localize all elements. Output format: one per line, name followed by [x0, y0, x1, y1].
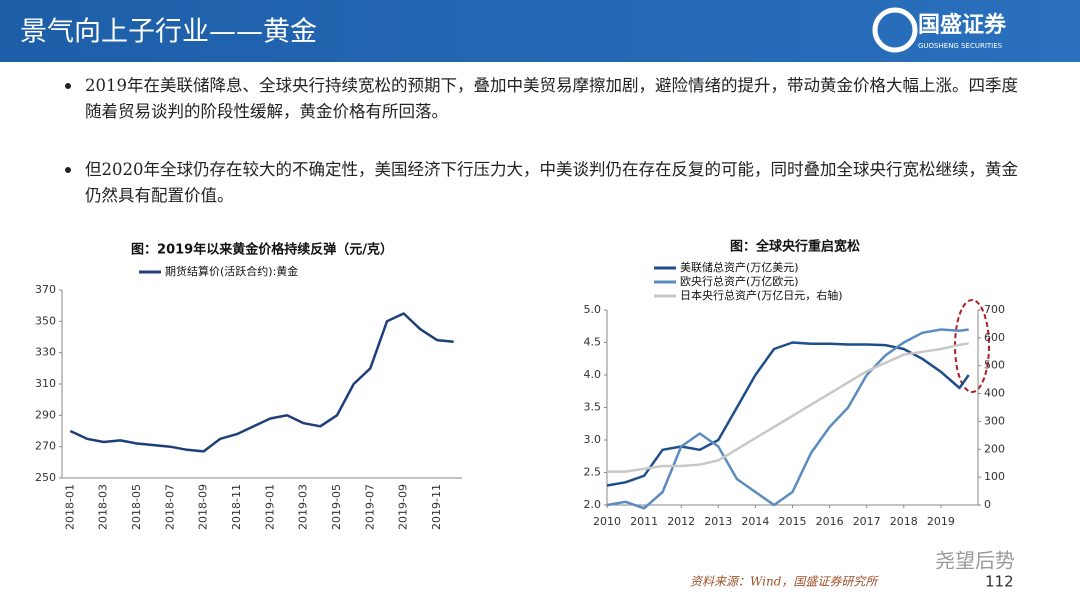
x-tick-label: 2018-01: [63, 484, 76, 530]
x-tick-label: 2012: [667, 515, 695, 528]
x-tick-label: 2018-05: [130, 484, 143, 530]
y2-tick-label: 0: [984, 498, 991, 511]
x-tick-label: 2019-11: [430, 484, 443, 530]
x-tick-label: 2017: [853, 515, 881, 528]
y-tick-label: 5.0: [584, 303, 602, 316]
x-tick-label: 2019-07: [363, 484, 376, 530]
y-tick-label: 250: [35, 471, 56, 484]
x-tick-label: 2011: [630, 515, 658, 528]
page-number: 112: [985, 573, 1014, 591]
bullet-text: 2019年在美联储降息、全球央行持续宽松的预期下，叠加中美贸易摩擦加剧，避险情绪…: [85, 76, 1018, 121]
logo-sub: GUOSHENG SECURITIES: [918, 42, 1003, 50]
y2-tick-label: 500: [984, 359, 1005, 372]
logo-name: 国盛证券: [918, 12, 1007, 38]
chart-title: 图：全球央行重启宽松: [730, 239, 860, 255]
y2-tick-label: 100: [984, 470, 1005, 483]
x-tick-label: 2016: [816, 515, 844, 528]
x-tick-label: 2018-11: [230, 484, 243, 530]
y-tick-label: 370: [35, 283, 56, 296]
x-tick-label: 2019: [927, 515, 955, 528]
y2-tick-label: 300: [984, 414, 1005, 427]
watermark: 尧望后势: [935, 549, 1015, 573]
chart-title: 图：2019年以来黄金价格持续反弹（元/克）: [131, 242, 393, 258]
x-tick-label: 2010: [593, 515, 621, 528]
series-line: [606, 341, 970, 487]
y-tick-label: 270: [35, 440, 56, 453]
x-tick-label: 2019-05: [330, 484, 343, 530]
x-tick-label: 2018: [890, 515, 918, 528]
series-line: [69, 312, 454, 453]
y-tick-label: 2.5: [584, 466, 602, 479]
x-tick-label: 2018-09: [197, 484, 210, 530]
legend-label: 日本央行总资产(万亿日元，右轴): [680, 288, 843, 302]
y2-tick-label: 600: [984, 331, 1005, 344]
bullet-dot: [65, 167, 71, 173]
y-tick-label: 4.0: [584, 368, 602, 381]
x-tick-label: 2019-03: [297, 484, 310, 530]
x-tick-label: 2013: [704, 515, 732, 528]
legend-label: 美联储总资产(万亿美元): [680, 260, 799, 274]
x-tick-label: 2019-09: [397, 484, 410, 530]
y-tick-label: 3.0: [584, 433, 602, 446]
bullet: 但2020年全球仍存在较大的不确定性，美国经济下行压力大，中美谈判仍在存在反复的…: [85, 160, 1018, 205]
logo-icon: [872, 7, 918, 53]
series-line: [607, 342, 969, 473]
x-tick-label: 2018-03: [97, 484, 110, 530]
y-tick-label: 4.5: [584, 336, 602, 349]
y2-tick-label: 400: [984, 387, 1005, 400]
y-tick-label: 310: [35, 377, 56, 390]
y2-tick-label: 700: [984, 303, 1005, 316]
slide-title: 景气向上子行业——黄金: [20, 17, 317, 48]
y-tick-label: 290: [35, 408, 56, 421]
y-tick-label: 330: [35, 346, 56, 359]
source: 资料来源：Wind，国盛证券研究所: [690, 575, 879, 589]
y-tick-label: 350: [35, 314, 56, 327]
bullet: 2019年在美联储降息、全球央行持续宽松的预期下，叠加中美贸易摩擦加剧，避险情绪…: [85, 76, 1018, 121]
x-tick-label: 2018-07: [163, 484, 176, 530]
y2-tick-label: 200: [984, 442, 1005, 455]
x-tick-label: 2019-01: [263, 484, 276, 530]
bullet-dot: [65, 83, 71, 89]
y-tick-label: 3.5: [584, 401, 602, 414]
bullet-text: 但2020年全球仍存在较大的不确定性，美国经济下行压力大，中美谈判仍在存在反复的…: [85, 160, 1018, 205]
series-line: [606, 328, 969, 510]
legend-label: 期货结算价(活跃合约):黄金: [165, 264, 298, 278]
x-tick-label: 2014: [741, 515, 769, 528]
x-tick-label: 2015: [779, 515, 807, 528]
y-tick-label: 2.0: [584, 498, 602, 511]
legend-label: 欧央行总资产(万亿欧元): [680, 274, 799, 288]
